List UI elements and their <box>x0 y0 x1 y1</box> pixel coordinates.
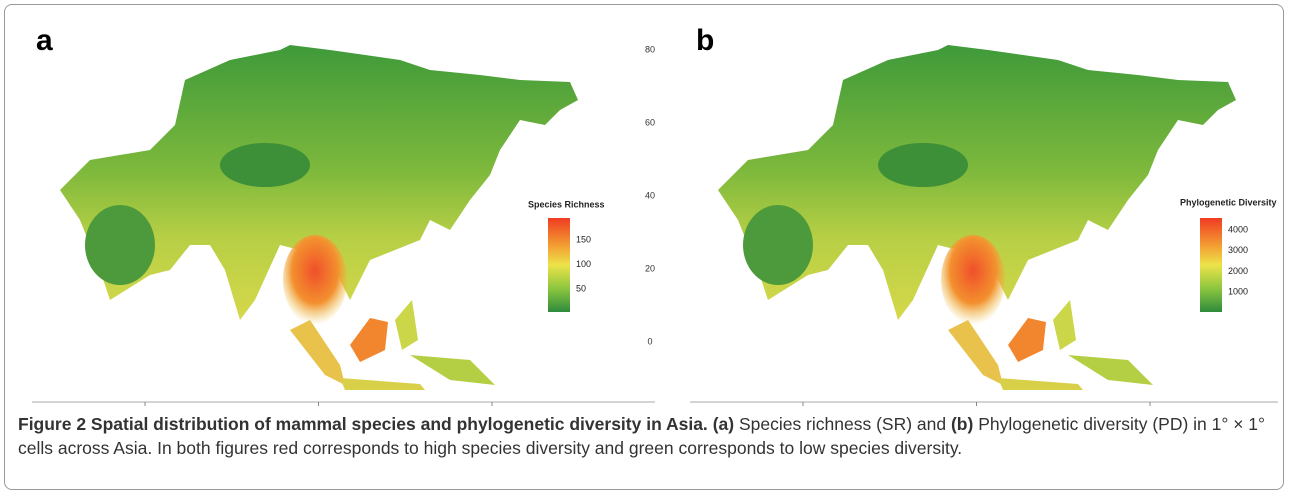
legend-tick-label: 50 <box>576 283 586 293</box>
figure: a b Species Richness Phylogenetic Divers… <box>0 0 1290 410</box>
legend-title: Species Richness <box>528 199 605 209</box>
caption: Figure 2 Spatial distribution of mammal … <box>18 412 1280 460</box>
legend-tick-label: 2000 <box>1228 266 1248 276</box>
y-tick-label: 40 <box>645 190 655 200</box>
legend-bar-b <box>1200 218 1222 312</box>
map-panel-b <box>718 45 1236 390</box>
y-tick-label: 80 <box>645 44 655 54</box>
panel-label: b <box>696 24 714 57</box>
y-tick-label: 20 <box>645 263 655 273</box>
legend-tick-label: 1000 <box>1228 286 1248 296</box>
legend-tick-label: 150 <box>576 234 591 244</box>
caption-label: (a) <box>713 414 734 434</box>
legend-tick-label: 3000 <box>1228 245 1248 255</box>
legend-tick-label: 4000 <box>1228 224 1248 234</box>
panel-label: a <box>36 24 53 57</box>
caption-title: Figure 2 Spatial distribution of mammal … <box>18 414 708 434</box>
caption-label: (b) <box>951 414 973 434</box>
y-tick-label: 0 <box>647 336 652 346</box>
legend-title: Phylogenetic Diversity <box>1180 197 1277 207</box>
legend-bar-a <box>548 218 570 312</box>
y-tick-label: 60 <box>645 117 655 127</box>
caption-text: Species richness (SR) and <box>734 414 951 434</box>
legend-tick-label: 100 <box>576 259 591 269</box>
map-panel-a <box>60 45 578 390</box>
